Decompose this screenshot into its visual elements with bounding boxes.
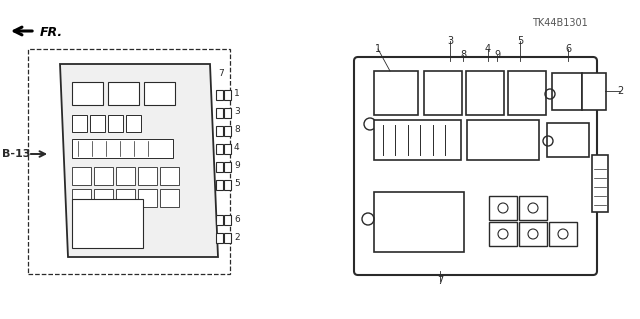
FancyBboxPatch shape [508,71,546,115]
Text: 8: 8 [234,125,240,135]
FancyBboxPatch shape [489,222,517,246]
FancyBboxPatch shape [138,167,157,184]
Text: 2: 2 [617,86,623,96]
Polygon shape [60,64,218,257]
FancyBboxPatch shape [224,90,231,100]
Text: B-13: B-13 [2,149,30,159]
Text: 5: 5 [234,180,240,189]
Text: 3: 3 [234,108,240,116]
Text: FR.: FR. [40,26,63,40]
FancyBboxPatch shape [216,215,223,225]
Text: 1: 1 [234,90,240,99]
FancyBboxPatch shape [424,71,462,115]
FancyBboxPatch shape [216,108,223,118]
FancyBboxPatch shape [108,115,122,131]
Text: TK44B1301: TK44B1301 [532,18,588,28]
Text: 3: 3 [447,36,453,46]
FancyBboxPatch shape [143,81,175,105]
FancyBboxPatch shape [549,222,577,246]
FancyBboxPatch shape [224,180,231,190]
Text: 4: 4 [234,144,239,152]
FancyBboxPatch shape [592,155,608,212]
Text: 1: 1 [375,44,381,54]
FancyBboxPatch shape [224,126,231,136]
FancyBboxPatch shape [72,81,102,105]
FancyBboxPatch shape [466,71,504,115]
FancyBboxPatch shape [224,144,231,154]
Text: 2: 2 [234,233,239,241]
FancyBboxPatch shape [216,233,223,243]
FancyBboxPatch shape [582,73,606,110]
FancyBboxPatch shape [224,233,231,243]
Text: 9: 9 [234,161,240,170]
FancyBboxPatch shape [93,189,113,206]
FancyBboxPatch shape [72,189,90,206]
FancyBboxPatch shape [519,222,547,246]
FancyBboxPatch shape [72,115,86,131]
FancyBboxPatch shape [138,189,157,206]
FancyBboxPatch shape [108,81,138,105]
Text: 6: 6 [565,44,571,54]
Text: 4: 4 [485,44,491,54]
Text: 5: 5 [517,36,523,46]
FancyBboxPatch shape [467,120,539,160]
FancyBboxPatch shape [159,167,179,184]
FancyBboxPatch shape [489,196,517,220]
Text: 6: 6 [234,214,240,224]
Text: 7: 7 [218,70,224,78]
FancyBboxPatch shape [374,192,464,252]
FancyBboxPatch shape [224,162,231,172]
FancyBboxPatch shape [547,123,589,157]
Text: 9: 9 [494,50,500,60]
FancyBboxPatch shape [216,162,223,172]
Text: 8: 8 [460,50,466,60]
FancyBboxPatch shape [216,126,223,136]
FancyBboxPatch shape [216,90,223,100]
Text: 7: 7 [437,276,443,286]
FancyBboxPatch shape [216,180,223,190]
FancyBboxPatch shape [159,189,179,206]
FancyBboxPatch shape [224,215,231,225]
FancyBboxPatch shape [72,138,173,158]
FancyBboxPatch shape [374,71,418,115]
FancyBboxPatch shape [72,167,90,184]
FancyBboxPatch shape [354,57,597,275]
FancyBboxPatch shape [216,144,223,154]
FancyBboxPatch shape [519,196,547,220]
FancyBboxPatch shape [374,120,461,160]
FancyBboxPatch shape [552,73,582,110]
FancyBboxPatch shape [125,115,141,131]
FancyBboxPatch shape [115,189,134,206]
FancyBboxPatch shape [115,167,134,184]
FancyBboxPatch shape [72,198,143,248]
FancyBboxPatch shape [90,115,104,131]
FancyBboxPatch shape [224,108,231,118]
FancyBboxPatch shape [93,167,113,184]
